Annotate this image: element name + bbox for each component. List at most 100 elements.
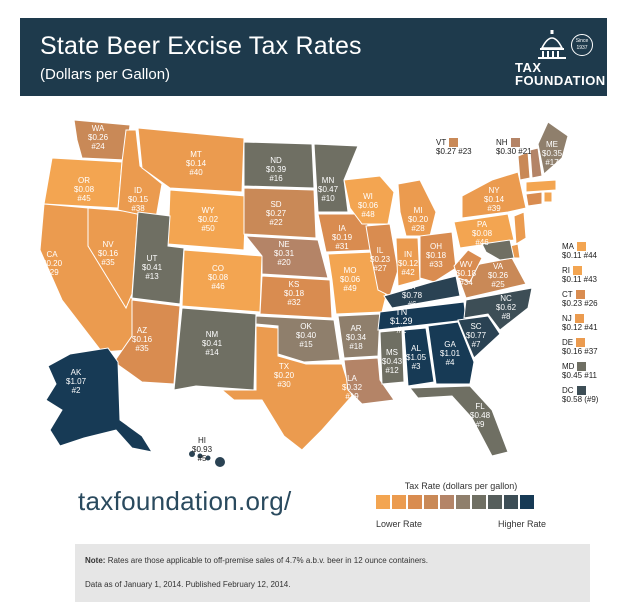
logo-text-foundation: FOUNDATION [515,73,606,88]
label-id: ID $0.15 #38 [128,186,149,213]
label-ok: OK $0.40 #15 [296,322,317,349]
label-il: IL $0.23 #27 [370,246,391,273]
label-ut: UT $0.41 #13 [142,254,163,281]
us-map: WA $0.26 #24 OR $0.08 #45 CA $0.20 #29 NV $0.16… [22,100,612,470]
side-list-ri: RI $0.11 #43 [562,266,597,285]
label-va: VA $0.26 #25 [488,262,509,289]
page-subtitle: (Dollars per Gallon) [40,66,171,83]
state-shape-me [537,121,569,175]
state-shape-ri [543,191,553,203]
state-shape-wv [453,249,483,283]
header-banner: State Beer Excise Tax Rates (Dollars per… [20,18,607,96]
state-shape-ks [259,275,333,319]
state-shape-ak [45,347,154,453]
state-shape-md [481,239,515,261]
since-badge: Since 1937 [571,34,593,56]
state-shape-oh [419,231,457,283]
legend-low-label: Lower Rate [376,519,423,529]
state-shape-id [117,129,163,219]
legend-swatch [392,495,406,509]
tax-foundation-logo: Since 1937 TAX FOUNDATION [515,28,605,88]
label-ar: AR $0.34 #18 [346,324,367,351]
label-nc: NC $0.62 #8 [496,294,517,321]
state-shape-mn [313,143,359,213]
label-ne: NE $0.31 #20 [274,240,295,267]
note-box: Note: Rates are those applicable to off-… [75,544,590,602]
label-al: AL $1.05 #3 [406,344,427,371]
label-hi: HI $0.93 #5 [192,436,213,463]
legend-color-scale [376,495,536,509]
legend-swatch [440,495,454,509]
note-line: Note: Rates are those applicable to off-… [85,556,429,565]
label-co: CO $0.08 #46 [208,264,229,291]
state-shape-ut [131,211,185,305]
label-nd: ND $0.39 #16 [266,156,287,183]
label-ga: GA $1.01 #4 [440,340,461,367]
state-shape-nc [463,287,533,331]
map-shapes [39,119,569,467]
legend-swatch [472,495,486,509]
legend-swatch [488,495,502,509]
state-shape-ny [461,171,527,219]
label-mn: MN $0.47 #10 [318,176,339,203]
label-mo: MO $0.06 #49 [340,266,361,293]
state-shape-la [343,357,395,405]
label-wy: WY $0.02 #50 [198,206,219,233]
legend-title: Tax Rate (dollars per gallon) [404,481,518,491]
state-shape-wa [73,119,131,161]
state-shape-ct [525,191,543,207]
callout-vt: VT $0.27 #23 [436,138,472,157]
side-list-ma: MA $0.11 #44 [562,242,597,261]
swatch-vt [449,138,459,148]
label-ky: KY $0.78 #6 [402,282,423,309]
label-me: ME $0.35 #17 [542,140,563,167]
side-list-ct: CT $0.23 #26 [562,290,598,309]
legend-high-label: Higher Rate [497,519,546,529]
state-shape-ar [337,313,381,359]
state-shape-vt [517,151,531,181]
label-la: LA $0.32 #19 [342,374,363,401]
state-shape-nh [529,147,543,179]
label-az: AZ $0.16 #35 [132,326,153,353]
label-sc: SC $0.77 #7 [466,322,487,349]
label-or: OR $0.08 #45 [74,176,95,203]
page-title: State Beer Excise Tax Rates [40,32,362,60]
state-shape-tx [220,325,353,451]
state-shape-nm [173,307,257,391]
label-nm: NM $0.41 #14 [202,330,223,357]
website-url[interactable]: taxfoundation.org/ [78,486,292,516]
state-shape-mt [137,127,245,193]
state-shape-ky [383,275,461,309]
state-shape-al [403,327,435,387]
label-mi: MI $0.20 #28 [408,206,429,233]
state-shape-nd [243,141,315,189]
state-shape-ne [244,235,329,279]
rate-legend: Tax Rate (dollars per gallon) Lower Rate… [376,481,546,541]
legend-swatch [456,495,470,509]
label-in: IN $0.12 #42 [398,250,419,277]
label-ca: CA $0.20 #29 [42,250,63,277]
label-tx: TX $0.20 #30 [274,362,295,389]
state-shape-ma [525,179,557,193]
side-list-md: MD $0.45 #11 [562,362,597,381]
label-sd: SD $0.27 #22 [266,200,287,227]
state-shape-hi [189,451,225,467]
state-shape-sc [457,315,501,359]
legend-swatch [520,495,534,509]
state-shape-sd [243,187,317,239]
label-oh: OH $0.18 #33 [426,242,447,269]
state-shape-ga [427,321,475,385]
state-shape-fl [408,385,509,457]
legend-swatch [504,495,518,509]
state-shape-nj [513,211,527,245]
label-wv: WV $0.18 #34 [456,260,477,287]
label-mt: MT $0.14 #40 [186,150,207,177]
logo-text-tax: TAX [515,60,542,75]
side-list-de: DE $0.16 #37 [562,338,598,357]
legend-swatch [376,495,390,509]
legend-swatch [408,495,422,509]
label-ak: AK $1.07 #2 [66,368,87,395]
callout-nh: NH $0.30 #21 [496,138,532,157]
state-shape-az [113,299,181,385]
label-wa: WA $0.26 #24 [88,124,109,151]
